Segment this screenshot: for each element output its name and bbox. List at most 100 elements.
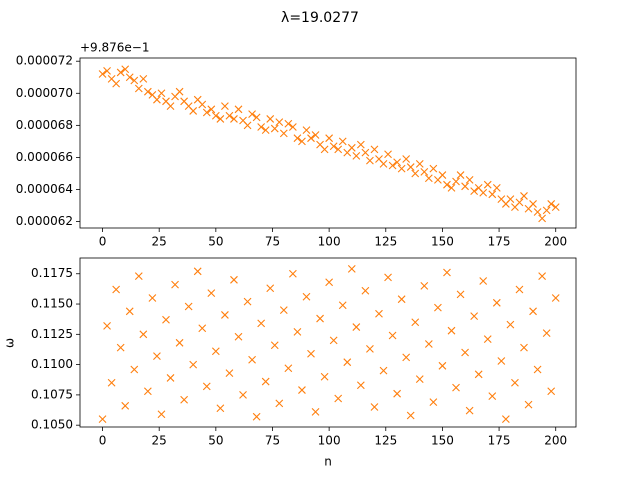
- marker: [293, 134, 302, 143]
- marker: [284, 119, 293, 128]
- marker: [207, 105, 216, 114]
- marker: [320, 372, 329, 381]
- marker: [420, 281, 429, 290]
- marker: [320, 145, 329, 154]
- x-tick-label: 25: [152, 235, 167, 249]
- x-tick-label: 200: [544, 434, 567, 448]
- marker: [307, 349, 315, 358]
- marker: [234, 105, 243, 114]
- marker: [307, 134, 315, 143]
- axes-frame: [79, 257, 577, 428]
- marker: [452, 177, 460, 186]
- y-tick-label: 0.000072: [16, 54, 73, 68]
- marker: [329, 336, 338, 345]
- y-axis-label: ω: [3, 338, 17, 348]
- marker: [492, 298, 501, 307]
- marker: [139, 330, 148, 339]
- marker: [112, 79, 121, 88]
- y-tick-label: 0.1050: [31, 418, 73, 432]
- x-tick-label: 125: [374, 235, 397, 249]
- marker: [225, 111, 234, 120]
- marker: [338, 301, 347, 310]
- marker: [402, 353, 411, 362]
- marker: [388, 331, 397, 340]
- marker: [524, 400, 533, 409]
- y-tick-label: 0.000070: [16, 86, 73, 100]
- marker: [325, 134, 334, 143]
- x-tick-label: 175: [488, 434, 511, 448]
- marker: [103, 66, 111, 75]
- marker: [479, 188, 488, 197]
- marker: [116, 68, 125, 77]
- marker: [266, 115, 275, 123]
- marker: [316, 314, 324, 323]
- marker: [538, 214, 547, 223]
- x-tick-label: 100: [318, 434, 341, 448]
- marker: [393, 389, 401, 398]
- marker: [547, 200, 556, 208]
- marker: [279, 306, 288, 314]
- marker: [130, 76, 139, 85]
- marker: [311, 131, 320, 139]
- marker: [257, 123, 266, 131]
- marker: [166, 374, 175, 382]
- y-tick-label: 0.000062: [16, 214, 73, 228]
- marker: [483, 180, 492, 189]
- marker: [157, 410, 166, 419]
- marker: [288, 269, 297, 278]
- marker: [492, 184, 501, 192]
- marker: [216, 115, 225, 123]
- marker: [406, 163, 415, 171]
- marker: [533, 208, 542, 216]
- marker: [542, 329, 551, 337]
- marker: [166, 102, 175, 111]
- marker: [189, 360, 198, 369]
- x-tick-label: 75: [265, 434, 280, 448]
- marker: [288, 123, 297, 131]
- marker: [157, 89, 166, 98]
- x-tick-label: 0: [99, 434, 107, 448]
- marker: [375, 309, 383, 318]
- marker: [270, 341, 279, 350]
- marker: [248, 110, 256, 119]
- x-tick-label: 25: [152, 434, 167, 448]
- axes-frame: [79, 57, 577, 229]
- marker: [116, 343, 125, 352]
- marker: [452, 383, 460, 392]
- marker: [379, 159, 388, 168]
- marker: [143, 87, 152, 96]
- marker: [347, 143, 356, 152]
- marker: [125, 73, 134, 82]
- marker: [211, 347, 220, 356]
- marker: [134, 272, 143, 281]
- marker: [184, 302, 193, 311]
- marker: [438, 361, 447, 370]
- marker: [497, 357, 506, 365]
- marker: [370, 145, 379, 154]
- marker: [216, 404, 225, 413]
- marker: [234, 332, 243, 341]
- x-tick-label: 150: [431, 235, 454, 249]
- x-tick-label: 175: [488, 235, 511, 249]
- marker: [302, 126, 311, 135]
- marker: [429, 398, 438, 407]
- marker: [112, 285, 121, 294]
- marker: [252, 412, 261, 421]
- marker: [352, 323, 361, 331]
- marker: [415, 375, 424, 384]
- marker: [343, 358, 352, 367]
- y-tick-label: 0.1175: [31, 266, 73, 280]
- marker: [198, 100, 207, 109]
- marker: [511, 378, 519, 387]
- marker: [225, 369, 234, 377]
- marker: [397, 295, 406, 304]
- marker: [465, 175, 474, 184]
- x-tick-label: 125: [374, 434, 397, 448]
- marker: [456, 290, 465, 299]
- marker: [275, 118, 284, 127]
- marker: [302, 292, 311, 301]
- marker: [239, 391, 247, 399]
- marker: [261, 377, 270, 386]
- marker: [361, 148, 370, 157]
